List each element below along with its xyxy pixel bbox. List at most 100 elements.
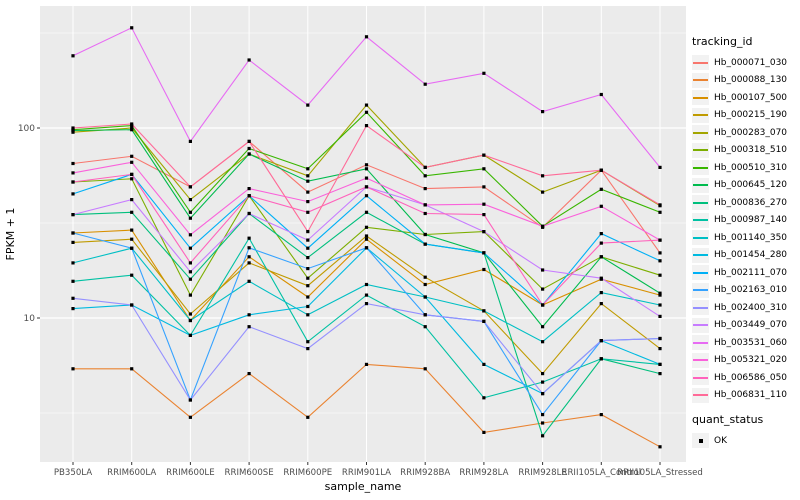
data-point (306, 313, 310, 317)
data-point (71, 279, 75, 283)
data-point (364, 185, 369, 189)
data-point (71, 261, 75, 265)
data-point (423, 82, 427, 86)
line-swatch-icon (693, 201, 708, 204)
data-point (364, 293, 369, 297)
black-square-icon (698, 438, 703, 443)
data-point (599, 168, 603, 172)
data-point (130, 126, 134, 130)
data-point (188, 398, 192, 402)
data-point (306, 230, 310, 234)
x-tick-label: RRIM600LA (107, 468, 156, 478)
data-point (599, 187, 603, 191)
data-point (482, 71, 486, 75)
legend-item-Hb_000215_190: Hb_000215_190 (692, 107, 800, 125)
data-point (71, 307, 75, 311)
legend-key-swatch (692, 230, 709, 246)
y-axis-title: FPKM + 1 (4, 208, 17, 261)
data-point (599, 339, 603, 343)
data-point (658, 347, 662, 351)
legend-key-swatch (692, 125, 709, 141)
data-point (364, 237, 369, 241)
data-point (541, 287, 545, 291)
data-point (599, 92, 603, 97)
line-swatch-icon (693, 236, 708, 239)
legend-key-swatch (692, 300, 709, 316)
data-point (658, 362, 662, 366)
line-swatch-icon (693, 184, 708, 187)
data-point (130, 172, 134, 176)
legend-item-Hb_000645_120: Hb_000645_120 (692, 177, 800, 195)
data-point (130, 26, 134, 30)
legend-item-Hb_000071_030: Hb_000071_030 (692, 54, 800, 72)
legend-item-label: Hb_002163_010 (714, 285, 788, 296)
line-swatch-icon (693, 166, 708, 169)
data-point (364, 194, 369, 198)
data-point (247, 187, 251, 191)
line-swatch-icon (693, 341, 708, 344)
data-point (247, 325, 251, 329)
data-point (423, 367, 427, 371)
data-point (188, 293, 192, 297)
data-point (247, 58, 251, 62)
data-point (541, 413, 545, 417)
data-point (306, 340, 310, 344)
data-point (306, 347, 310, 351)
data-point (599, 232, 603, 236)
plot-panel (40, 6, 686, 462)
data-point (71, 192, 75, 196)
data-point (541, 224, 545, 228)
data-point (423, 282, 427, 287)
data-point (71, 231, 75, 235)
data-point (423, 174, 427, 178)
legend-item-Hb_006831_110: Hb_006831_110 (692, 387, 800, 405)
data-point (71, 126, 75, 130)
data-point (364, 35, 369, 39)
data-point (599, 413, 603, 417)
quant-status-label: OK (714, 435, 727, 446)
data-point (541, 372, 545, 376)
data-point (306, 167, 310, 171)
data-point (658, 165, 662, 169)
data-point (658, 210, 662, 214)
legend-key-swatch (692, 195, 709, 211)
data-point (658, 293, 662, 297)
data-point (482, 230, 486, 234)
x-tick-label: PB350LA (54, 468, 92, 478)
data-point (658, 372, 662, 376)
data-point (599, 241, 603, 245)
legend-key-swatch (692, 212, 709, 228)
x-axis-title: sample_name (325, 480, 402, 493)
data-point (71, 296, 75, 300)
line-swatch-icon (693, 79, 708, 82)
data-point (599, 291, 603, 295)
panel-group (40, 6, 686, 462)
legend-key-swatch (692, 352, 709, 368)
legend-item-Hb_003531_060: Hb_003531_060 (692, 334, 800, 352)
data-point (130, 198, 134, 202)
data-point (482, 202, 486, 206)
data-point (599, 255, 603, 259)
data-point (130, 273, 134, 277)
data-point (658, 251, 662, 255)
line-swatch-icon (693, 114, 708, 117)
data-point (541, 421, 545, 425)
data-point (188, 246, 192, 250)
data-point (71, 367, 75, 371)
data-point (658, 259, 662, 263)
x-tick-label: RRIM928LA (459, 468, 508, 478)
data-point (188, 277, 192, 281)
data-point (306, 276, 310, 280)
data-point (247, 261, 251, 265)
legend-key-swatch (692, 265, 709, 281)
line-swatch-icon (693, 96, 708, 99)
legend-item-Hb_001454_280: Hb_001454_280 (692, 247, 800, 265)
legend-item-label: Hb_000645_120 (714, 180, 788, 191)
data-point (188, 216, 192, 220)
legend-item-Hb_000510_310: Hb_000510_310 (692, 159, 800, 177)
data-point (71, 128, 75, 133)
data-point (541, 325, 545, 329)
data-point (247, 139, 251, 143)
